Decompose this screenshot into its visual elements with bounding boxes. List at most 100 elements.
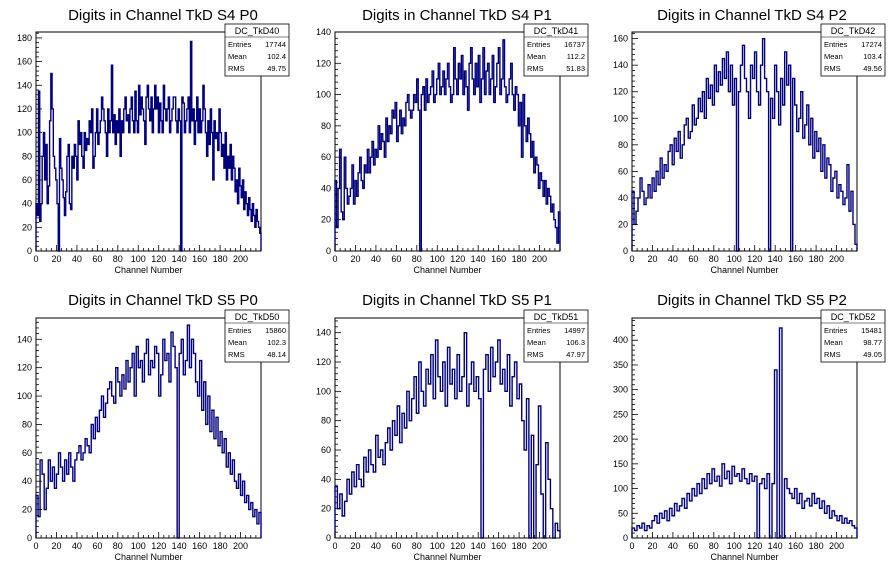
stats-label: RMS [527,64,544,73]
y-tick-label: 160 [17,57,32,67]
stats-label: Entries [824,40,848,49]
stats-value: 103.4 [863,52,882,61]
x-tick-label: 60 [92,541,102,551]
x-tick-label: 20 [647,541,657,551]
stats-label: Mean [228,52,247,61]
stats-box-frame [523,23,589,77]
stats-label: RMS [228,64,245,73]
stats-label: Mean [527,52,546,61]
x-tick-label: 60 [92,254,102,264]
stats-label: Entries [824,326,848,335]
stats-value: 16737 [564,40,585,49]
y-tick-label: 0 [326,246,331,256]
x-axis-label: Channel Number [114,552,182,562]
y-tick-label: 20 [22,222,32,232]
x-tick-label: 140 [471,254,486,264]
x-tick-label: 160 [491,541,506,551]
y-tick-label: 140 [17,80,32,90]
x-tick-label: 20 [350,254,360,264]
y-tick-label: 250 [613,409,628,419]
stats-box: DC_TkD52 Entries 15481 Mean 98.77 RMS 49.05 [820,309,886,363]
y-tick-label: 20 [321,504,331,514]
y-tick-label: 140 [17,334,32,344]
y-tick-label: 80 [618,140,628,150]
x-tick-label: 60 [391,541,401,551]
chart-panel-2: Digits in Channel TkD S4 P1 0 20 40 60 80 100 1… [316,7,589,275]
y-tick-label: 60 [22,175,32,185]
chart-title: Digits in Channel TkD S5 P0 [68,292,258,309]
x-tick-label: 140 [768,541,783,551]
y-tick-label: 0 [27,246,32,256]
x-axis-label: Channel Number [710,265,778,275]
x-tick-label: 140 [172,541,187,551]
stats-box-title: DC_TkD40 [235,26,280,36]
y-tick-label: 60 [321,152,331,162]
stats-box: DC_TkD51 Entries 14997 Mean 106.3 RMS 47.97 [523,309,589,363]
stats-box: DC_TkD42 Entries 17274 Mean 103.4 RMS 49.56 [820,23,886,77]
x-tick-label: 140 [768,254,783,264]
y-tick-label: 100 [613,113,628,123]
x-tick-label: 60 [391,254,401,264]
stats-value: 15860 [265,326,286,335]
y-tick-label: 100 [17,128,32,138]
x-tick-label: 200 [532,254,547,264]
histogram-series [631,327,858,539]
stats-value: 49.75 [267,64,286,73]
chart-panel-1: Digits in Channel TkD S4 P0 0 20 40 60 80 100 1… [17,7,290,275]
x-tick-label: 160 [192,254,207,264]
stats-value: 17744 [265,40,286,49]
x-tick-label: 160 [491,254,506,264]
stats-label: Mean [527,338,546,347]
x-tick-label: 100 [727,541,742,551]
y-tick-label: 160 [613,34,628,44]
chart-panel-4: Digits in Channel TkD S5 P0 0 20 40 60 80 100 1… [17,292,290,562]
stats-box-frame [820,309,886,363]
y-tick-label: 40 [321,474,331,484]
x-tick-label: 180 [213,254,228,264]
stats-box-title: DC_TkD41 [534,26,579,36]
stats-box: DC_TkD41 Entries 16737 Mean 112.2 RMS 51.83 [523,23,589,77]
x-tick-label: 200 [532,541,547,551]
x-tick-label: 160 [788,254,803,264]
stats-label: Entries [228,40,252,49]
y-tick-label: 0 [623,533,628,543]
y-tick-label: 150 [613,459,628,469]
y-tick-label: 20 [321,215,331,225]
x-tick-label: 80 [412,541,422,551]
x-tick-label: 180 [809,254,824,264]
stats-value: 47.97 [566,350,585,359]
x-tick-label: 180 [809,541,824,551]
chart-title: Digits in Channel TkD S4 P2 [657,7,847,24]
x-tick-label: 60 [688,541,698,551]
chart-title: Digits in Channel TkD S5 P2 [657,292,847,309]
x-tick-label: 120 [747,254,762,264]
x-tick-label: 140 [172,254,187,264]
y-tick-label: 0 [623,246,628,256]
stats-box-title: DC_TkD52 [831,312,876,322]
x-axis-label: Channel Number [413,552,481,562]
y-tick-label: 0 [27,533,32,543]
x-tick-label: 200 [233,541,248,551]
x-tick-label: 40 [668,254,678,264]
x-tick-label: 120 [450,254,465,264]
stats-label: Entries [527,326,551,335]
x-tick-label: 0 [332,254,337,264]
chart-panel-6: Digits in Channel TkD S5 P2 0 20 40 60 80 100 1… [613,292,886,562]
x-tick-label: 200 [829,541,844,551]
y-tick-label: 120 [17,363,32,373]
y-tick-label: 100 [613,484,628,494]
x-tick-label: 20 [51,254,61,264]
y-tick-label: 120 [17,104,32,114]
y-tick-label: 140 [316,328,331,338]
y-tick-label: 120 [316,58,331,68]
stats-value: 49.05 [863,350,882,359]
x-tick-label: 180 [512,254,527,264]
y-tick-label: 350 [613,360,628,370]
chart-title: Digits in Channel TkD S4 P0 [68,7,258,24]
y-tick-label: 300 [613,385,628,395]
x-tick-label: 120 [151,254,166,264]
histogram-series [334,331,561,539]
x-tick-label: 0 [629,254,634,264]
x-tick-label: 120 [747,541,762,551]
